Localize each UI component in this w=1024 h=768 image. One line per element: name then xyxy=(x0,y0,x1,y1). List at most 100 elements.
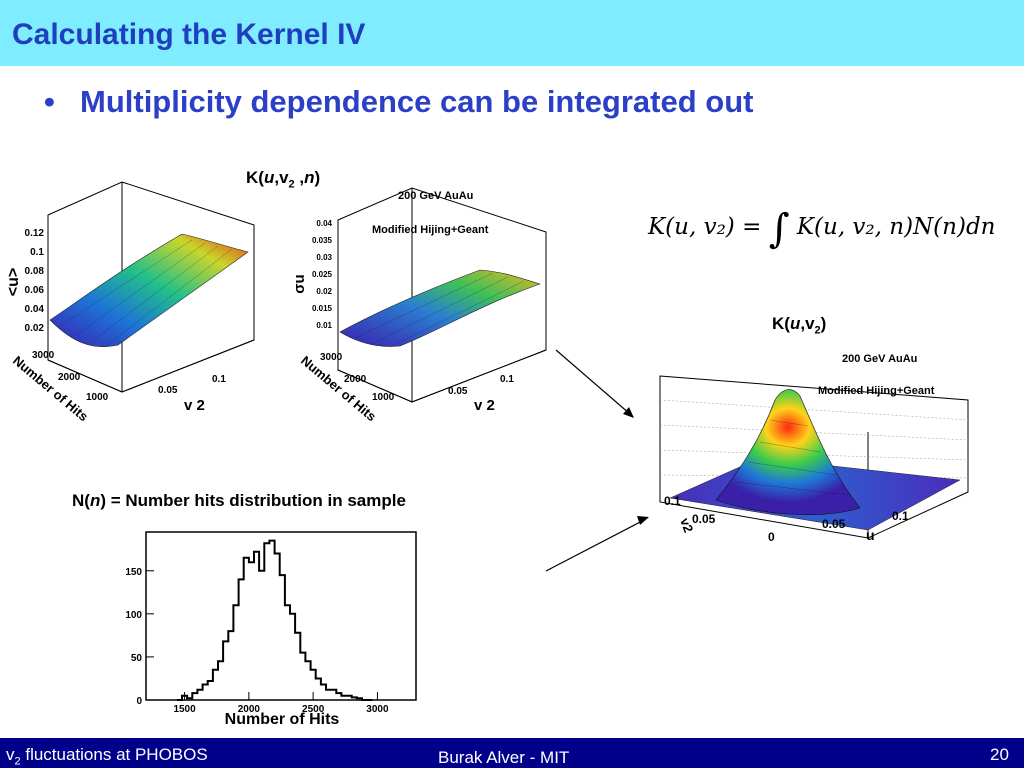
kernel-3d-label: K(u,v2 ,n) xyxy=(246,168,321,191)
surface-mesh xyxy=(735,419,849,496)
u-tick: 0.1 xyxy=(892,509,909,523)
sigma-u-v-ticks: 0.05 0.1 xyxy=(448,374,514,397)
histogram-bar xyxy=(285,605,290,700)
formula-rhs: K(u, v₂, n)N(n)dn xyxy=(796,214,996,240)
kernel-2d-label: K(u,v2) xyxy=(772,314,827,337)
z-tick: 0.02 xyxy=(25,323,45,334)
arrow-icon-lower xyxy=(545,516,649,572)
histogram-bar xyxy=(254,552,259,700)
z-tick: 0.08 xyxy=(25,266,45,277)
hijing-label: Modified Hijing+Geant xyxy=(372,224,489,236)
x-tick-label: 1500 xyxy=(173,704,196,715)
kernel-peak xyxy=(715,389,861,515)
sigma-u-z-label: σu xyxy=(291,274,308,293)
frame-edge xyxy=(337,369,413,403)
sigma-u-surface xyxy=(339,269,541,347)
kernel-v2-label: v2 xyxy=(677,516,696,535)
n-tick: 2000 xyxy=(58,372,81,383)
auau-label-2: 200 GeV AuAu xyxy=(842,353,918,365)
z-tick: 0.04 xyxy=(316,219,332,228)
mean-u-z-ticks: 0.12 0.1 0.08 0.06 0.04 0.02 xyxy=(25,228,45,334)
n-tick: 1000 xyxy=(86,392,109,403)
integral-formula: K(u, v₂) = ∫ K(u, v₂, n)N(n)dn xyxy=(648,206,995,252)
frame-edge xyxy=(121,339,255,393)
z-tick: 0.01 xyxy=(316,321,332,330)
histogram-y-ticks: 0 50 100 150 xyxy=(125,567,154,707)
z-tick: 0.02 xyxy=(316,287,332,296)
sigma-u-surface-plot: 0.04 0.035 0.03 0.025 0.02 0.015 0.01 σu… xyxy=(291,187,547,424)
y-tick-label: 0 xyxy=(136,696,142,707)
surface-mesh xyxy=(354,272,525,348)
y-tick-label: 50 xyxy=(131,653,143,664)
sigma-u-v-label: v 2 xyxy=(474,397,495,414)
arrow-icon-upper xyxy=(555,349,634,418)
mean-u-surface-plot: 0.12 0.1 0.08 0.06 0.04 0.02 <u> 3000 20… xyxy=(5,181,255,424)
frame-edge xyxy=(411,349,547,403)
v2-tick: 0.05 xyxy=(692,512,716,526)
histogram-bar xyxy=(326,690,331,700)
bullet-point: • Multiplicity dependence can be integrat… xyxy=(44,84,753,120)
v2-tick: 0 xyxy=(768,530,775,544)
histogram-x-ticks: 1500 2000 2500 3000 xyxy=(173,692,389,715)
nhits-label: N(n) = Number hits distribution in sampl… xyxy=(72,491,406,510)
v-tick: 0.1 xyxy=(500,374,514,385)
bullet-text: Multiplicity dependence can be integrate… xyxy=(80,84,754,119)
hijing-label-2: Modified Hijing+Geant xyxy=(818,385,935,397)
n-tick: 3000 xyxy=(320,352,343,363)
z-tick: 0.025 xyxy=(312,270,333,279)
z-tick: 0.03 xyxy=(316,253,332,262)
integral-icon: ∫ xyxy=(768,206,790,252)
z-tick: 0.035 xyxy=(312,236,333,245)
v-tick: 0.05 xyxy=(158,385,178,396)
y-tick-label: 100 xyxy=(125,610,142,621)
sigma-u-z-ticks: 0.04 0.035 0.03 0.025 0.02 0.015 0.01 xyxy=(312,219,333,330)
z-tick: 0.12 xyxy=(25,228,45,239)
footer-bar: v2 fluctuations at PHOBOS Burak Alver - … xyxy=(0,738,1024,768)
sigma-u-n-label: Number of Hits xyxy=(298,353,379,424)
n-tick: 3000 xyxy=(32,350,55,361)
x-tick-label: 3000 xyxy=(366,704,389,715)
mean-u-v-label: v 2 xyxy=(184,397,205,414)
x-tick-label: 2500 xyxy=(302,704,325,715)
mean-u-z-label: <u> xyxy=(5,268,22,296)
v-tick: 0.05 xyxy=(448,386,468,397)
footer-left-text: v2 fluctuations at PHOBOS xyxy=(6,745,208,768)
histogram-bar xyxy=(249,562,254,700)
histogram-x-label: Number of Hits xyxy=(225,711,340,728)
u-tick: 0.05 xyxy=(822,517,846,531)
sigma-u-n-ticks: 3000 2000 1000 xyxy=(320,352,395,403)
mean-u-n-label: Number of Hits xyxy=(10,353,91,424)
v2-tick: 0.1 xyxy=(664,494,681,508)
footer-author: Burak Alver - MIT xyxy=(438,748,570,767)
mean-u-surface xyxy=(49,233,249,348)
mean-u-n-ticks: 3000 2000 1000 xyxy=(32,350,109,403)
histogram-bar xyxy=(259,571,264,700)
histogram-bar xyxy=(269,541,274,700)
v-tick: 0.1 xyxy=(212,374,226,385)
z-tick: 0.015 xyxy=(312,304,333,313)
frame-edge xyxy=(47,359,123,393)
n-tick: 1000 xyxy=(372,392,395,403)
frame-box xyxy=(659,375,969,539)
kernel-u-label: u xyxy=(866,527,875,543)
x-tick-label: 2000 xyxy=(238,704,261,715)
kernel-u-ticks: 0.05 0.1 xyxy=(822,509,909,531)
z-tick: 0.1 xyxy=(30,247,44,258)
kernel-v2-ticks: 0.1 0.05 0 xyxy=(664,494,775,544)
kernel-surface-plot: 0.1 0.05 0 v2 0.05 0.1 u xyxy=(659,375,969,544)
title-bar xyxy=(0,0,1024,66)
z-tick: 0.06 xyxy=(25,285,45,296)
bullet-dot-icon: • xyxy=(44,84,55,119)
mean-u-v-ticks: 0.05 0.1 xyxy=(158,374,226,396)
slide-title: Calculating the Kernel IV xyxy=(12,18,366,51)
histogram-bars xyxy=(182,541,362,700)
page-number: 20 xyxy=(990,745,1009,764)
z-tick: 0.04 xyxy=(25,304,45,315)
n-tick: 2000 xyxy=(344,374,367,385)
histogram-frame xyxy=(145,531,417,701)
nhits-histogram: 0 50 100 150 1500 2000 2500 3000 Number of Hit… xyxy=(125,531,417,728)
surface-mesh xyxy=(59,239,233,348)
y-tick-label: 150 xyxy=(125,567,142,578)
histogram-line xyxy=(176,539,373,701)
